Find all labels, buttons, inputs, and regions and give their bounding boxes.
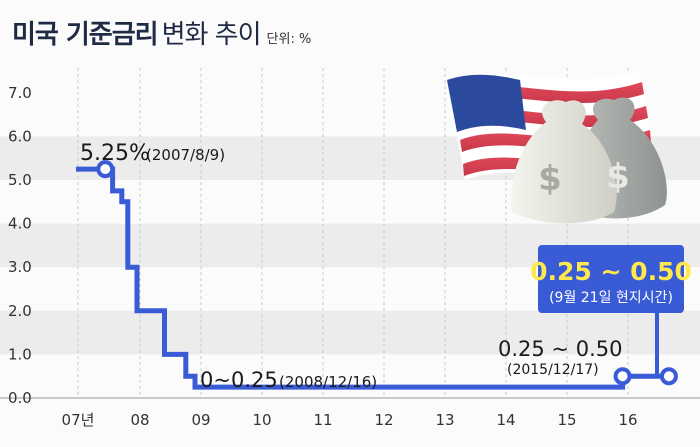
callout-note: (9월 21일 현지시간) bbox=[549, 290, 673, 306]
x-tick-label: 10 bbox=[252, 411, 271, 429]
callout-box: 0.25 ~ 0.50 (9월 21일 현지시간) bbox=[530, 245, 692, 374]
y-tick-label: 1.0 bbox=[8, 345, 32, 363]
x-tick-label: 15 bbox=[557, 411, 576, 429]
svg-text:$: $ bbox=[538, 159, 562, 199]
series-line bbox=[76, 166, 669, 390]
annotation-2015-date: (2015/12/17) bbox=[507, 362, 599, 378]
y-tick-label: 4.0 bbox=[8, 215, 32, 233]
annotation-2015: 0.25 ~ 0.50 (2015/12/17) bbox=[498, 337, 622, 378]
annotation-2015-value: 0.25 ~ 0.50 bbox=[498, 337, 622, 361]
y-axis: 0.0 1.0 2.0 3.0 4.0 5.0 6.0 7.0 bbox=[8, 84, 32, 407]
annotation-2007: 5.25% (2007/8/9) bbox=[80, 141, 225, 166]
annotation-2007-date: (2007/8/9) bbox=[146, 146, 225, 164]
data-point-marker bbox=[96, 160, 115, 179]
callout-value: 0.25 ~ 0.50 bbox=[530, 257, 692, 286]
data-point-marker bbox=[659, 367, 678, 386]
x-tick-label: 16 bbox=[618, 411, 637, 429]
x-axis: 07년 08 09 10 11 12 13 14 15 16 bbox=[62, 68, 638, 429]
rate-line bbox=[76, 166, 669, 390]
annotation-2008-value: 0~0.25 bbox=[200, 368, 278, 392]
annotation-2007-value: 5.25% bbox=[80, 141, 150, 166]
annotation-2008-date: (2008/12/16) bbox=[279, 373, 377, 391]
grid-band bbox=[0, 310, 700, 355]
x-tick-label: 11 bbox=[313, 411, 332, 429]
y-tick-label: 0.0 bbox=[8, 389, 32, 407]
chart-title: 미국 기준금리 변화 추이 단위: % bbox=[12, 14, 311, 51]
title-main: 미국 기준금리 bbox=[12, 20, 159, 50]
y-tick-label: 5.0 bbox=[8, 171, 32, 189]
y-tick-label: 7.0 bbox=[8, 84, 32, 102]
markers bbox=[96, 160, 678, 386]
x-tick-label: 09 bbox=[191, 411, 210, 429]
x-tick-label: 07년 bbox=[62, 411, 95, 429]
x-tick-label: 08 bbox=[130, 411, 149, 429]
money-bag-icon: $ $ bbox=[511, 97, 667, 224]
title-light: 변화 추이 bbox=[161, 20, 262, 50]
x-tick-label: 13 bbox=[435, 411, 454, 429]
x-tick-label: 14 bbox=[496, 411, 515, 429]
y-tick-label: 2.0 bbox=[8, 302, 32, 320]
annotation-2008: 0~0.25 (2008/12/16) bbox=[200, 368, 377, 392]
y-tick-label: 3.0 bbox=[8, 258, 32, 276]
y-tick-label: 6.0 bbox=[8, 127, 32, 145]
svg-text:$: $ bbox=[606, 157, 630, 197]
unit-label: 단위: % bbox=[266, 32, 312, 47]
x-tick-label: 12 bbox=[374, 411, 393, 429]
data-point-marker bbox=[613, 367, 632, 386]
